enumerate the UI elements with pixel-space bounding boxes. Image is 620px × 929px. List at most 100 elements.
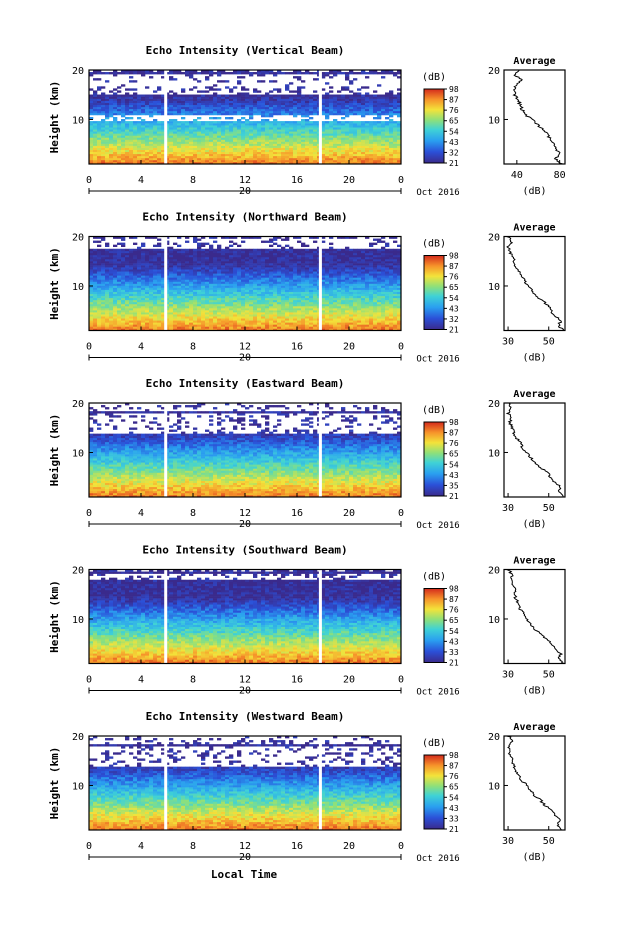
- heatmap-cell: [129, 147, 134, 150]
- heatmap-cell: [377, 320, 382, 323]
- heatmap-cell: [93, 112, 98, 116]
- heatmap-cell: [189, 125, 194, 128]
- heatmap-cell: [125, 295, 130, 299]
- heatmap-cell: [97, 326, 102, 329]
- heatmap-cell: [389, 147, 394, 150]
- heatmap-cell: [277, 273, 282, 276]
- heatmap-cell: [221, 314, 226, 317]
- heatmap-cell: [337, 125, 342, 128]
- heatmap-cell: [325, 310, 330, 313]
- heatmap-cell: [305, 114, 310, 118]
- heatmap-cell: [173, 104, 178, 108]
- heatmap-cell: [161, 308, 166, 311]
- heatmap-cell: [265, 112, 270, 116]
- heatmap-cell: [89, 100, 94, 103]
- heatmap-cell: [353, 161, 358, 165]
- heatmap-cell: [125, 147, 130, 150]
- heatmap-cell: [225, 145, 230, 148]
- heatmap-cell: [237, 112, 242, 116]
- heatmap-cell: [337, 129, 342, 132]
- heatmap-cell: [141, 310, 146, 313]
- heatmap-cell: [225, 318, 230, 321]
- heatmap-cell: [389, 305, 394, 309]
- heatmap-cell: [385, 112, 390, 116]
- heatmap-cell: [297, 328, 302, 331]
- heatmap-cell: [153, 328, 158, 331]
- heatmap-cell: [109, 314, 114, 317]
- heatmap-cell: [193, 129, 198, 132]
- heatmap-cell: [345, 143, 350, 146]
- heatmap-cell: [349, 106, 354, 110]
- heatmap-cell: [137, 289, 142, 292]
- heatmap-cell: [353, 299, 358, 303]
- heatmap-cell: [357, 98, 362, 101]
- heatmap-cell: [197, 125, 202, 128]
- heatmap-cell: [209, 312, 214, 315]
- heatmap-cell: [217, 320, 222, 323]
- heatmap-cell: [321, 281, 326, 284]
- heatmap-cell: [281, 322, 286, 325]
- heatmap-cell: [393, 281, 398, 284]
- heatmap-cell: [285, 314, 290, 317]
- heatmap-cell: [285, 137, 290, 140]
- heatmap-cell: [381, 121, 386, 124]
- heatmap-cell: [273, 127, 278, 130]
- heatmap-cell: [281, 96, 286, 99]
- heatmap-cell: [197, 287, 202, 290]
- heatmap-cell: [173, 326, 178, 329]
- heatmap-cell: [149, 301, 154, 305]
- heatmap-cell: [101, 104, 106, 108]
- heatmap-cell: [145, 123, 150, 126]
- heatmap-cell: [185, 131, 190, 134]
- heatmap-cell: [189, 283, 194, 286]
- heatmap-cell: [257, 303, 262, 307]
- heatmap-cell: [205, 326, 210, 329]
- heatmap-cell: [145, 70, 150, 73]
- heatmap-cell: [309, 279, 314, 282]
- heatmap-cell: [397, 92, 402, 95]
- heatmap-cell: [137, 316, 142, 319]
- heatmap-cell: [241, 287, 246, 290]
- heatmap-cell: [377, 139, 382, 142]
- heatmap-cell: [333, 314, 338, 317]
- heatmap-cell: [217, 326, 222, 329]
- heatmap-cell: [281, 94, 286, 97]
- heatmap-cell: [237, 141, 242, 144]
- heatmap-cell: [153, 297, 158, 301]
- heatmap-cell: [349, 155, 354, 159]
- heatmap-cell: [381, 275, 386, 278]
- heatmap-cell: [209, 151, 214, 155]
- heatmap-cell: [257, 275, 262, 278]
- heatmap-cell: [257, 293, 262, 297]
- heatmap-cell: [357, 326, 362, 329]
- heatmap-cell: [373, 129, 378, 132]
- heatmap-cell: [189, 147, 194, 150]
- heatmap-cell: [97, 94, 102, 97]
- heatmap-cell: [337, 131, 342, 134]
- heatmap-cell: [137, 291, 142, 295]
- heatmap-cell: [397, 133, 402, 136]
- heatmap-cell: [201, 295, 206, 299]
- heatmap-cell: [181, 275, 186, 278]
- heatmap-cell: [393, 104, 398, 108]
- heatmap-cell: [365, 145, 370, 148]
- heatmap-cell: [397, 106, 402, 110]
- heatmap-cell: [377, 295, 382, 299]
- heatmap-cell: [285, 129, 290, 132]
- heatmap-cell: [249, 102, 254, 106]
- heatmap-cell: [277, 102, 282, 106]
- heatmap-cell: [177, 316, 182, 319]
- heatmap-cell: [93, 316, 98, 319]
- heatmap-cell: [237, 72, 242, 75]
- heatmap-cell: [209, 74, 214, 77]
- heatmap-cell: [201, 312, 206, 315]
- heatmap-cell: [149, 305, 154, 309]
- heatmap-cell: [197, 277, 202, 280]
- heatmap-cell: [113, 125, 118, 128]
- heatmap-cell: [301, 114, 306, 118]
- heatmap-cell: [333, 283, 338, 286]
- heatmap-cell: [153, 155, 158, 159]
- heatmap-cell: [253, 88, 258, 91]
- heatmap-cell: [205, 149, 210, 153]
- heatmap-cell: [205, 141, 210, 144]
